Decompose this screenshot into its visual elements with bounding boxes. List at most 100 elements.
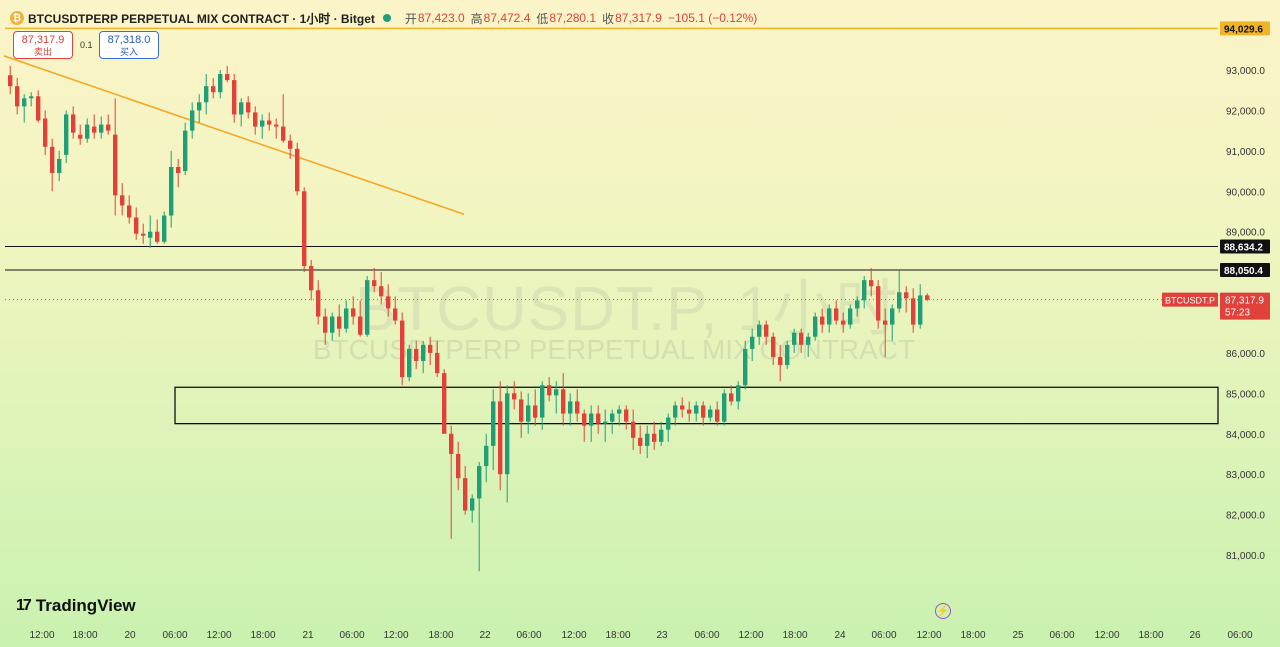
candle — [295, 142, 300, 196]
x-tick-label: 18:00 — [960, 630, 985, 641]
candle — [792, 328, 797, 353]
sell-price: 87,317.9 — [21, 34, 65, 46]
candle — [428, 336, 433, 366]
symbol-title[interactable]: BTCUSDTPERP PERPETUAL MIX CONTRACT · 1小时… — [28, 11, 375, 26]
candle-body — [757, 324, 762, 337]
candle — [330, 312, 335, 341]
candle-body — [295, 148, 300, 192]
open-label: 开 — [404, 11, 417, 26]
candle — [281, 94, 286, 143]
candle-body — [71, 114, 76, 133]
candle — [701, 401, 706, 426]
candle — [8, 65, 13, 95]
candle-body — [869, 280, 874, 287]
candle-body — [631, 421, 636, 438]
candle — [785, 340, 790, 370]
candle — [323, 308, 328, 345]
level-price-tag: 88,634.2 — [1224, 242, 1263, 253]
candle-body — [512, 393, 517, 400]
last-price-tag-bg — [1220, 292, 1270, 320]
candle — [547, 377, 552, 402]
candle-body — [456, 453, 461, 479]
tradingview-logo[interactable]: 17 TradingView — [16, 596, 136, 616]
sell-button[interactable]: 87,317.9 卖出 — [13, 31, 73, 59]
x-tick-label: 26 — [1189, 630, 1201, 641]
candle-body — [190, 110, 195, 131]
candle — [288, 134, 293, 159]
candle-body — [862, 280, 867, 301]
candle — [610, 409, 615, 434]
candle-body — [736, 385, 741, 402]
candle — [638, 425, 643, 454]
x-tick-label: 18:00 — [782, 630, 807, 641]
candle — [904, 286, 909, 313]
candle — [50, 138, 55, 192]
candle — [596, 405, 601, 434]
candle — [806, 332, 811, 357]
candle-body — [890, 308, 895, 325]
candle — [687, 401, 692, 422]
candle — [197, 94, 202, 123]
candle — [246, 96, 251, 119]
candle — [435, 340, 440, 378]
market-status-icon — [382, 14, 391, 22]
level-price-tag: 88,050.4 — [1224, 266, 1263, 277]
candle — [827, 304, 832, 333]
candle-body — [288, 140, 293, 149]
x-tick-label: 18:00 — [428, 630, 453, 641]
candle — [141, 223, 146, 244]
bitget-logo-icon: ₿ — [10, 11, 24, 25]
candle-body — [673, 405, 678, 418]
change-value: −105.1 (−0.12%) — [667, 11, 758, 25]
buy-button[interactable]: 87,318.0 买入 — [99, 31, 159, 59]
candle — [652, 421, 657, 450]
candle — [750, 328, 755, 361]
y-tick-label: 92,000.0 — [1226, 106, 1265, 117]
x-tick-label: 06:00 — [516, 630, 541, 641]
candle-body — [120, 195, 125, 206]
candle-body — [582, 413, 587, 426]
candle — [498, 381, 503, 491]
candle-body — [99, 124, 104, 133]
candle — [232, 74, 237, 123]
x-tick-label: 12:00 — [29, 630, 54, 641]
candle-body — [106, 124, 111, 131]
candle-body — [771, 336, 776, 357]
candle — [715, 401, 720, 426]
candle — [22, 94, 27, 123]
x-tick-label: 23 — [656, 630, 668, 641]
candle-body — [442, 373, 447, 434]
lightning-icon[interactable]: ⚡ — [935, 603, 951, 619]
candle — [743, 340, 748, 390]
candle — [358, 300, 363, 337]
candle — [78, 124, 83, 145]
candle — [15, 78, 20, 115]
candle — [57, 150, 62, 182]
candle — [120, 183, 125, 216]
candle-body — [729, 393, 734, 402]
level-price-tag-bg — [1220, 263, 1270, 278]
candle-body — [617, 409, 622, 414]
trendline[interactable] — [3, 55, 465, 216]
candle-body — [911, 298, 916, 325]
candle — [764, 320, 769, 345]
candle-body — [876, 286, 881, 321]
candle-body — [764, 324, 769, 337]
candle — [316, 280, 321, 325]
candle — [36, 90, 41, 123]
candle — [484, 433, 489, 483]
candle-body — [414, 348, 419, 361]
candle-body — [834, 308, 839, 321]
support-zone-rectangle[interactable] — [174, 386, 1219, 425]
y-tick-label: 93,000.0 — [1226, 66, 1265, 77]
candle-body — [169, 167, 174, 216]
candle-body — [113, 134, 118, 196]
candle — [155, 219, 160, 244]
y-tick-label: 83,000.0 — [1226, 470, 1265, 481]
x-tick-label: 06:00 — [694, 630, 719, 641]
candle-body — [722, 393, 727, 422]
x-tick-label: 12:00 — [916, 630, 941, 641]
candle-body — [50, 146, 55, 174]
candle — [554, 381, 559, 414]
